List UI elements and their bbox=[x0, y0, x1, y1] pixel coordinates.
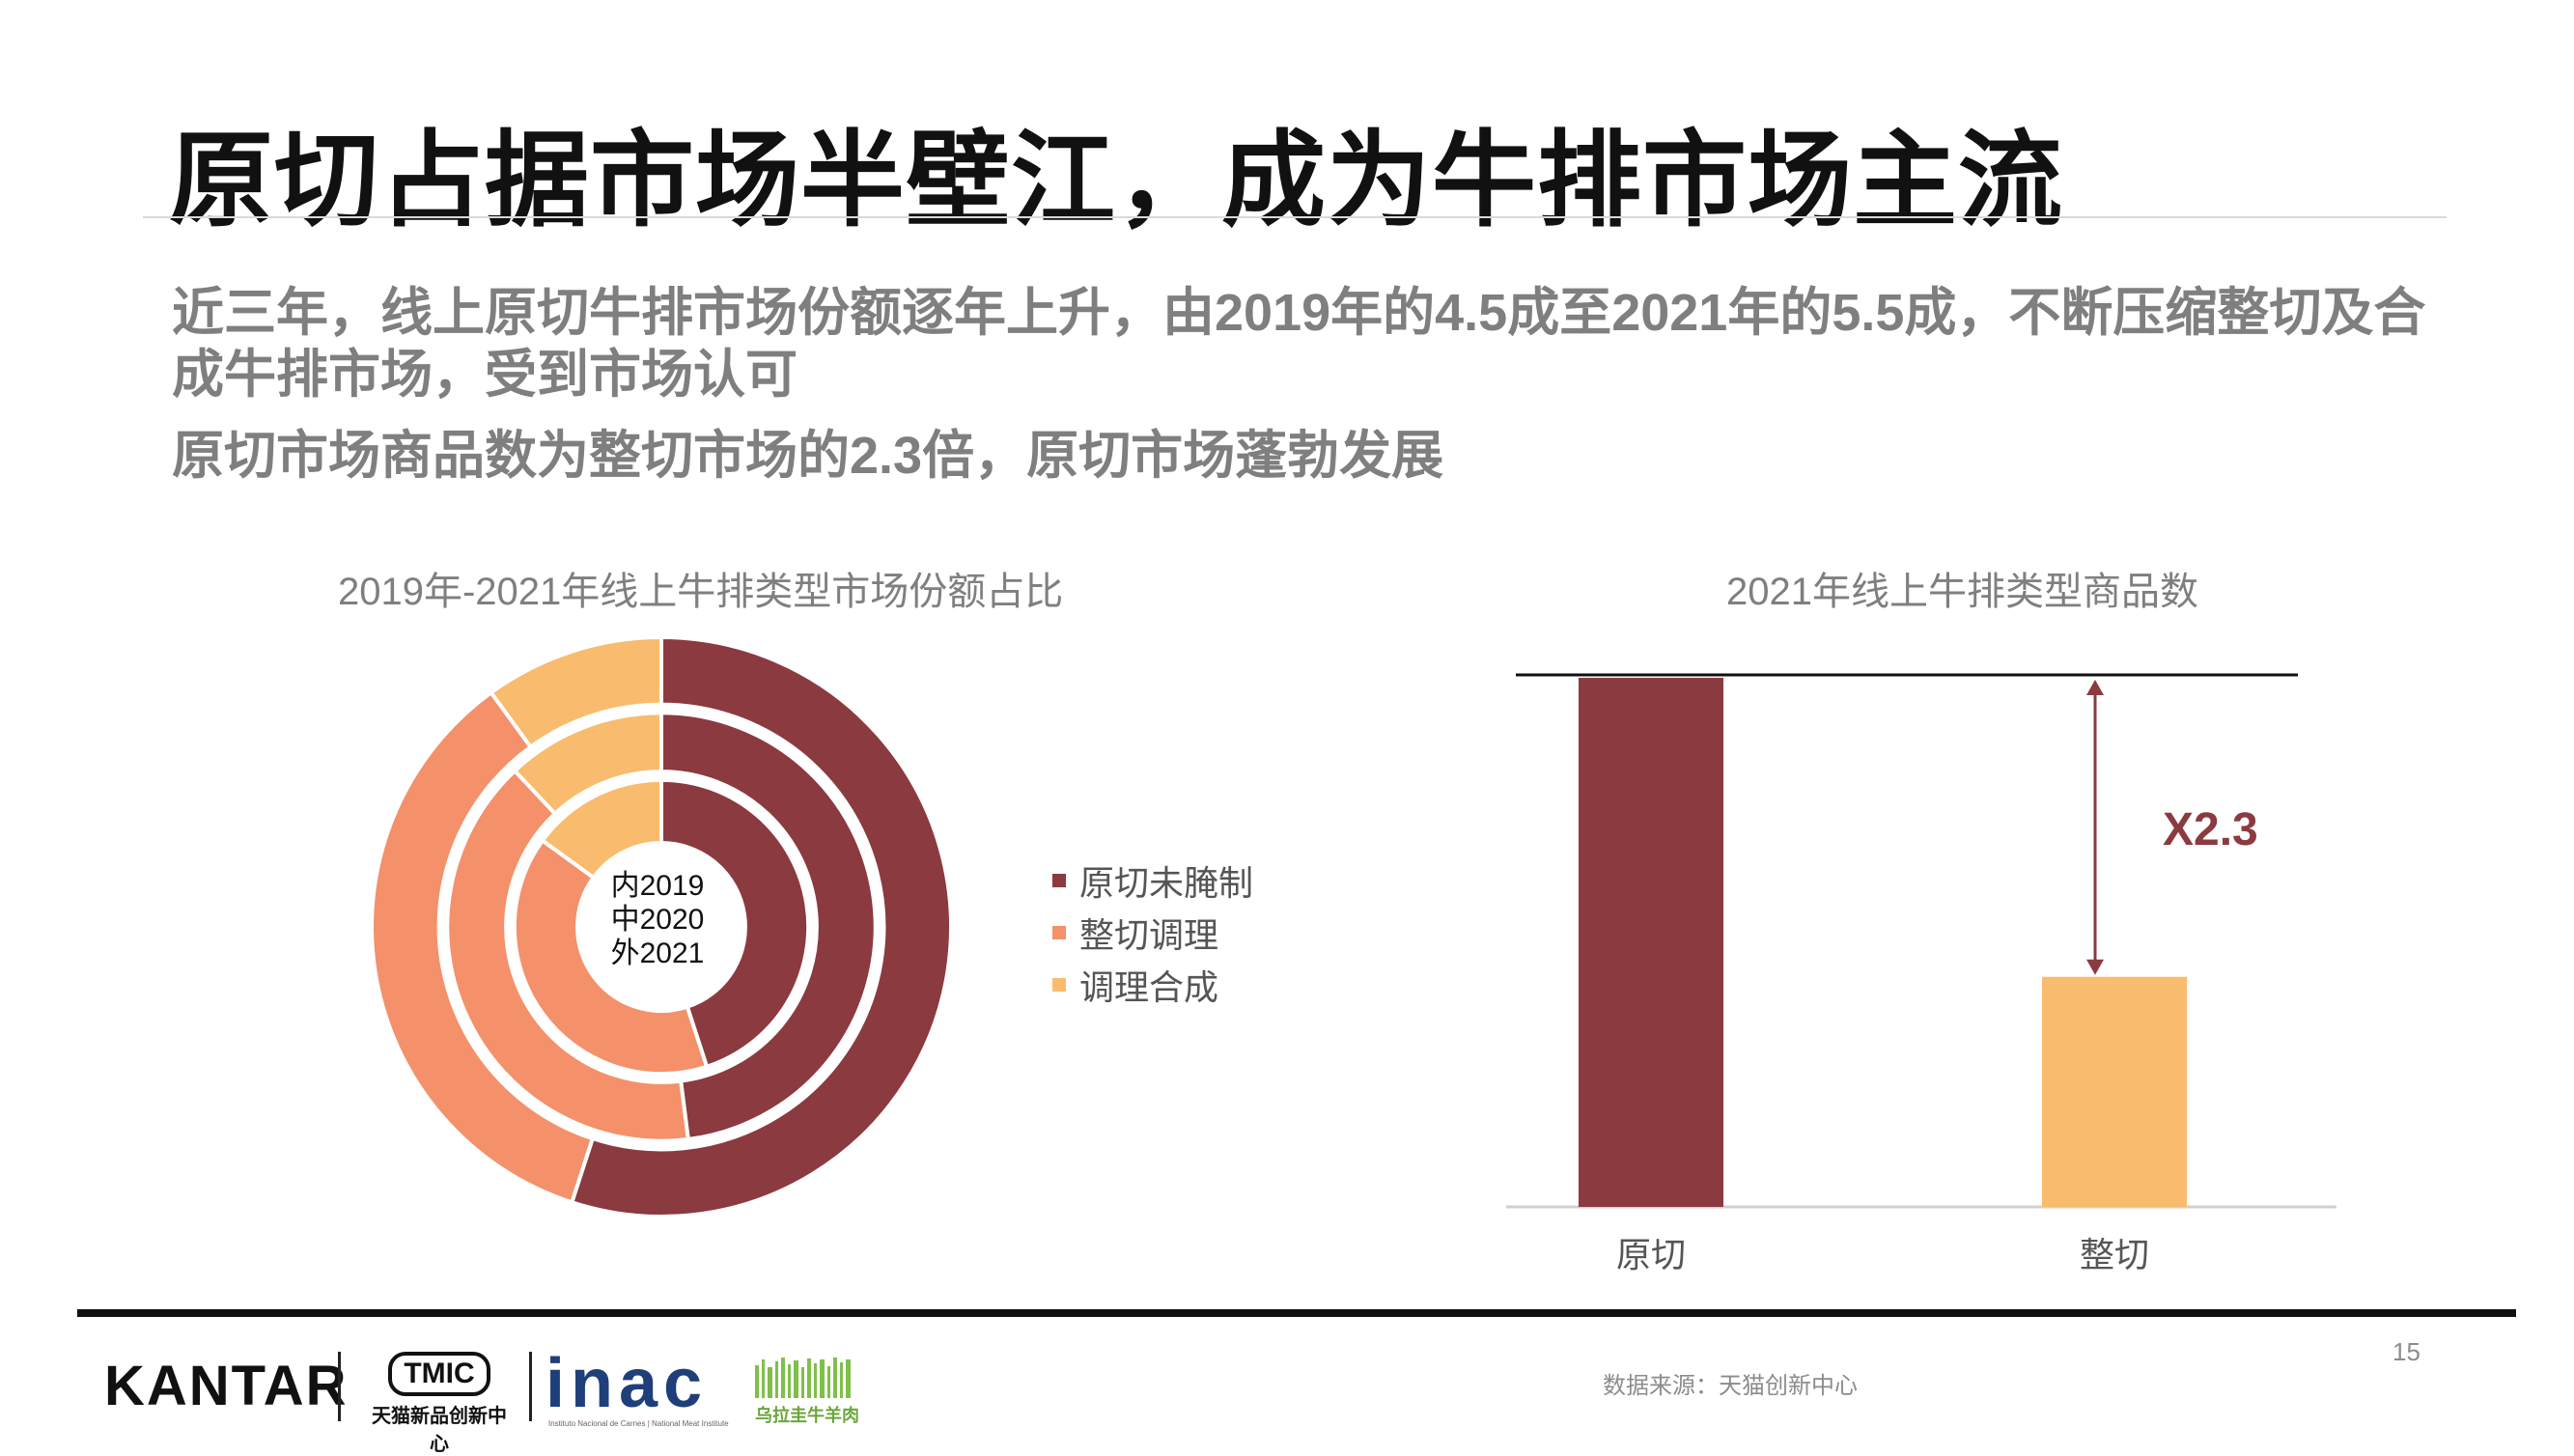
donut-slice-2020-0 bbox=[659, 711, 878, 1142]
tmic-logo: TMIC 天猫新品创新中心 bbox=[367, 1352, 512, 1456]
tmic-logo-mark: TMIC bbox=[388, 1352, 490, 1396]
footer-divider bbox=[77, 1309, 2516, 1317]
multiplier-arrow-up-icon bbox=[2086, 680, 2104, 695]
legend-item-zhengqie: 整切调理 bbox=[1052, 907, 1253, 959]
legend-item-yuanqie: 原切未腌制 bbox=[1052, 854, 1253, 907]
legend-label-tiaoli: 调理合成 bbox=[1079, 967, 1219, 1007]
inac-logo-subtitle: Instituto Nacional de Carnes | National … bbox=[548, 1419, 729, 1428]
donut-slice-2021-1 bbox=[372, 689, 596, 1205]
multiplier-label: X2.3 bbox=[2163, 804, 2258, 855]
page-number: 15 bbox=[2392, 1337, 2420, 1366]
logo-separator bbox=[338, 1352, 341, 1421]
center-label-middle: 中2020 bbox=[610, 904, 705, 936]
donut-center-label: 内2019 中2020 外2021 bbox=[566, 869, 749, 970]
subtitle-1: 近三年，线上原切牛排市场份额逐年上升，由2019年的4.5成至2021年的5.5… bbox=[172, 284, 2426, 404]
legend-item-tiaoli: 调理合成 bbox=[1052, 959, 1253, 1011]
donut-slice-2021-2 bbox=[488, 637, 663, 750]
legend-label-zhengqie: 整切调理 bbox=[1079, 915, 1219, 955]
multiplier-arrow-down-icon bbox=[2086, 959, 2104, 975]
donut-slice-2020-1 bbox=[445, 768, 691, 1143]
legend-label-yuanqie: 原切未腌制 bbox=[1079, 863, 1254, 903]
bar-label-整切: 整切 bbox=[2080, 1235, 2149, 1274]
donut-slice-2019-1 bbox=[512, 837, 710, 1077]
center-label-inner: 内2019 bbox=[610, 870, 705, 902]
bar-label-原切: 原切 bbox=[1616, 1235, 1686, 1274]
center-label-outer: 外2021 bbox=[610, 938, 705, 969]
donut-chart-title: 2019年-2021年线上牛排类型市场份额占比 bbox=[338, 571, 1064, 613]
donut-slice-2020-2 bbox=[512, 711, 663, 817]
uruguay-beef-logo-icon bbox=[755, 1358, 851, 1398]
tmic-logo-subtitle: 天猫新品创新中心 bbox=[372, 1406, 507, 1455]
data-source: 数据来源：天猫创新中心 bbox=[1603, 1373, 1858, 1399]
bar-chart-title: 2021年线上牛排类型商品数 bbox=[1726, 571, 2198, 613]
legend-swatch-tiaoli bbox=[1052, 978, 1066, 992]
kantar-logo: KANTAR bbox=[104, 1355, 349, 1417]
bar-原切 bbox=[1579, 678, 1723, 1207]
legend-swatch-zhengqie bbox=[1052, 926, 1066, 939]
donut-legend: 原切未腌制 整切调理 调理合成 bbox=[1052, 854, 1253, 1011]
legend-swatch-yuanqie bbox=[1052, 874, 1066, 887]
logo-separator bbox=[529, 1352, 532, 1421]
inac-logo: inac bbox=[546, 1345, 709, 1422]
bar-chart: 原切 整切 X2.3 bbox=[1506, 673, 2336, 1274]
donut-chart bbox=[372, 637, 953, 1218]
bar-整切 bbox=[2042, 976, 2187, 1207]
donut-slice-2019-2 bbox=[540, 777, 663, 881]
subtitle-2: 原切市场商品数为整切市场的2.3倍，原切市场蓬勃发展 bbox=[172, 427, 1444, 485]
page-title: 原切占据市场半壁江，成为牛排市场主流 bbox=[169, 122, 2064, 238]
uruguay-beef-logo-subtitle: 乌拉圭牛羊肉 bbox=[755, 1406, 859, 1425]
donut-slice-2019-0 bbox=[659, 777, 811, 1070]
title-divider bbox=[143, 216, 2447, 218]
donut-slice-2021-0 bbox=[569, 637, 953, 1218]
